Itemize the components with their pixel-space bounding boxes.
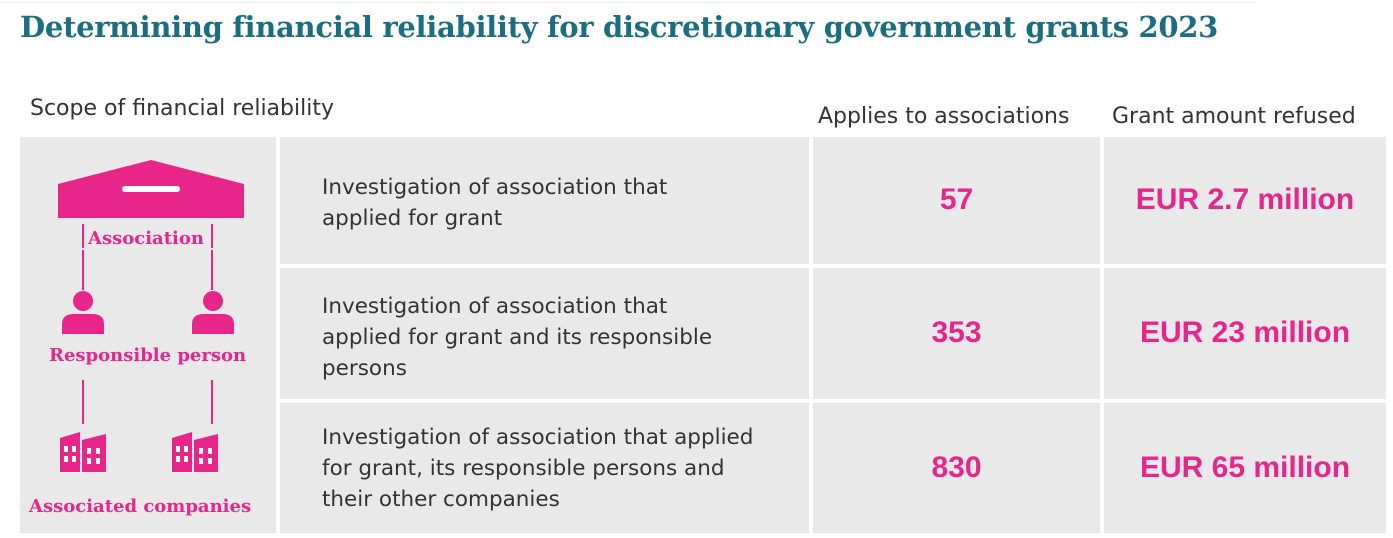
row-2-applies-cell [813,268,1100,399]
row-2-scope: Investigation of association that applie… [322,294,713,381]
responsible-person-label: Responsible person [49,345,247,366]
row-1-applies: 57 [939,183,974,216]
page-title: Determining financial reliability for di… [20,10,1219,44]
building-icon [58,160,244,218]
connector-line [82,250,84,290]
connector-line [82,224,84,248]
row-1-applies-cell [813,137,1100,264]
row-1-refused-cell [1104,137,1386,264]
header-applies: Applies to associations [818,104,1070,129]
row-2-scope-cell [280,268,809,399]
connector-line [211,380,213,424]
row-1-scope: Investigation of association that applie… [322,175,668,231]
row-3-scope: Investigation of association that applie… [322,425,754,512]
connector-line [211,250,213,290]
person-icon [62,291,104,334]
row-3-refused: EUR 65 million [1139,451,1351,484]
row-3-applies: 830 [931,451,982,484]
factory-icon [60,432,106,472]
row-2-refused-cell [1104,268,1386,399]
row-3-refused-cell [1104,403,1386,533]
associated-companies-label: Associated companies [29,496,252,517]
factory-icon [172,432,218,472]
person-icon [192,291,234,334]
row-3-scope-cell [280,403,809,533]
connector-line [82,380,84,424]
row-2-refused: EUR 23 million [1139,316,1351,349]
row-1-refused: EUR 2.7 million [1135,183,1355,216]
row-3-applies-cell [813,403,1100,533]
header-refused: Grant amount refused [1112,104,1356,129]
header-scope: Scope of financial reliability [30,96,334,121]
top-rule [0,2,1255,3]
row-2-applies: 353 [931,316,982,349]
association-label: Association [88,228,204,249]
row-1-scope-cell [280,137,809,264]
connector-line [211,224,213,248]
